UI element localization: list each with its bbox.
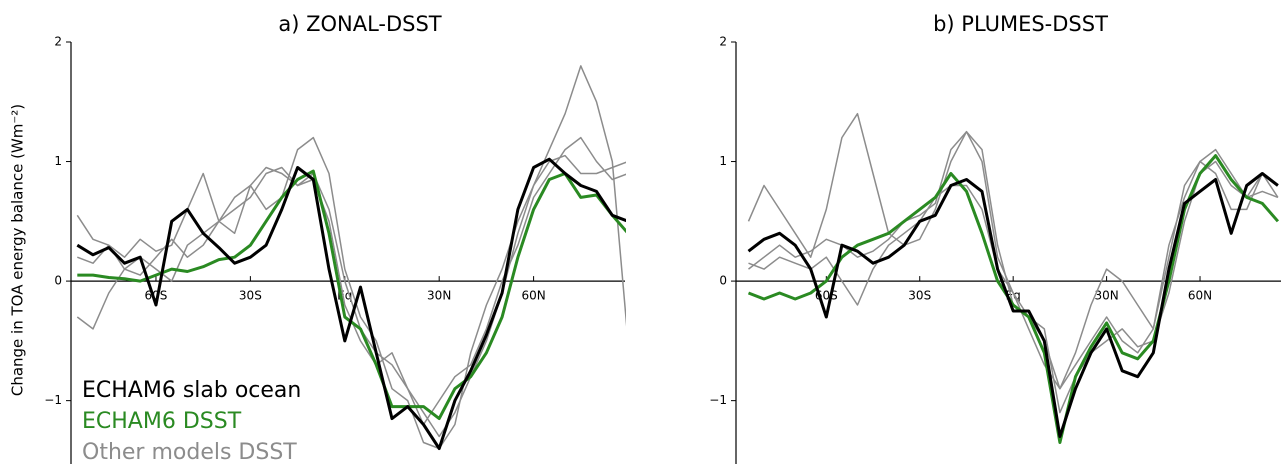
y-axis-label: Change in TOA energy balance (Wm⁻²) (9, 104, 27, 396)
series-line (748, 160, 1279, 390)
y-tick-label: 2 (54, 35, 62, 49)
plot-area (747, 112, 1280, 444)
series-line (747, 172, 1279, 438)
x-tick-label: 30S (908, 289, 931, 303)
legend-entry: Other models DSST (82, 440, 297, 464)
y-tick-label: −1 (709, 393, 727, 407)
legend-entry: ECHAM6 slab ocean (82, 378, 301, 403)
x-tick-label: 60N (1188, 289, 1212, 303)
x-tick-label: 30N (427, 289, 451, 303)
x-tick-label: 60N (521, 289, 545, 303)
plot-area (76, 65, 626, 450)
y-tick-label: 0 (54, 274, 62, 288)
y-tick-label: −1 (44, 393, 62, 407)
series-line (76, 136, 626, 450)
series-line (76, 157, 626, 450)
x-tick-label: 30N (1094, 289, 1118, 303)
chart-title: a) ZONAL-DSST (278, 12, 441, 36)
y-tick-label: 0 (719, 274, 727, 288)
x-tick-label: 30S (239, 289, 262, 303)
legend-entry: ECHAM6 DSST (82, 409, 242, 434)
y-tick-label: 1 (719, 154, 727, 168)
series-line (77, 169, 626, 421)
y-tick-label: 1 (54, 154, 62, 168)
series-line (76, 65, 626, 438)
series-line (747, 112, 1279, 390)
series-line (748, 130, 1279, 414)
chart-title: b) PLUMES-DSST (933, 12, 1108, 36)
y-tick-label: 2 (719, 35, 727, 49)
